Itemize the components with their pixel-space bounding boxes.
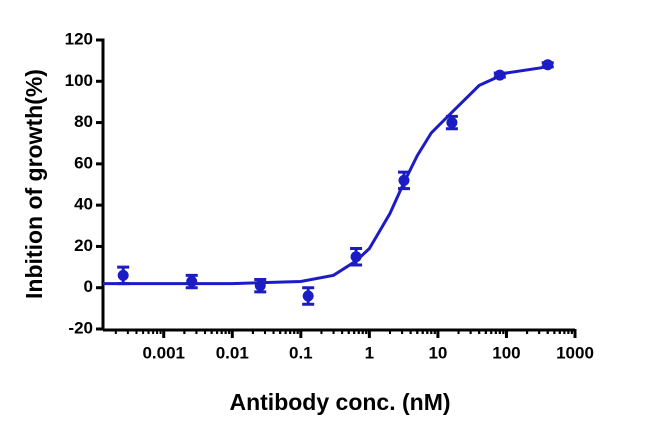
y-tick-label: 20	[74, 236, 93, 255]
y-tick-label: 40	[74, 195, 93, 214]
x-axis-label: Antibody conc. (nM)	[229, 389, 450, 415]
y-tick-label: 120	[65, 29, 93, 48]
data-point	[350, 251, 362, 263]
x-tick-label: 1	[365, 343, 374, 362]
data-point	[446, 117, 458, 129]
data-point	[542, 59, 554, 71]
x-tick-label: 0.1	[289, 343, 313, 362]
y-tick-label: 60	[74, 153, 93, 172]
data-point	[254, 280, 266, 292]
x-tick-label: 100	[492, 343, 520, 362]
y-tick-label: -20	[68, 318, 93, 337]
x-tick-label: 1000	[556, 343, 594, 362]
x-tick-label: 0.001	[142, 343, 185, 362]
x-tick-label: 10	[428, 343, 447, 362]
data-point	[302, 290, 314, 302]
data-point	[117, 269, 129, 281]
y-tick-label: 80	[74, 112, 93, 131]
y-tick-label: 100	[65, 71, 93, 90]
y-tick-label: 0	[84, 277, 93, 296]
data-point	[494, 69, 506, 81]
data-point	[186, 276, 198, 288]
x-tick-label: 0.01	[216, 343, 249, 362]
y-axis-label: Inbition of growth(%)	[21, 69, 47, 299]
data-point	[398, 174, 410, 186]
fit-curve	[103, 65, 548, 286]
